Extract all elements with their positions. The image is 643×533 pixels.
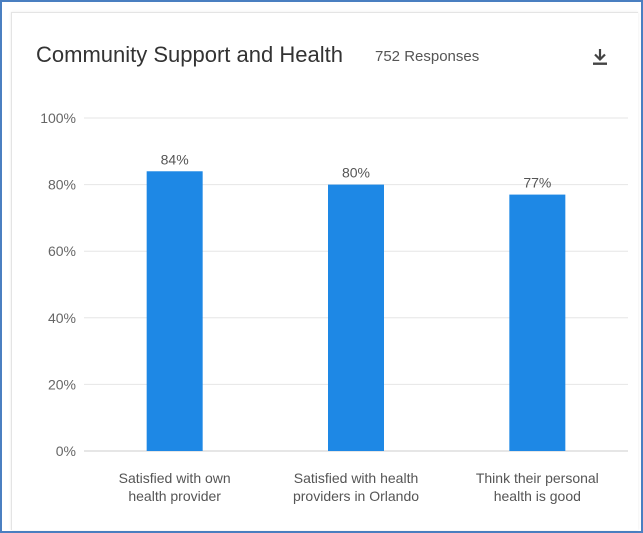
y-tick-label: 20% [48,376,76,392]
y-tick-label: 60% [48,243,76,259]
x-tick-label: Satisfied with own [119,470,231,486]
y-tick-label: 80% [48,177,76,193]
download-icon[interactable] [589,44,611,68]
x-tick-label: Satisfied with health [294,470,419,486]
x-tick-label: health is good [494,488,581,504]
y-tick-label: 0% [56,443,76,459]
data-label: 80% [342,165,370,181]
y-tick-label: 40% [48,310,76,326]
y-tick-label: 100% [40,110,76,126]
bar [509,194,566,451]
response-count: 752 Responses [375,48,480,65]
chart-title: Community Support and Health [36,42,343,67]
x-tick-label: providers in Orlando [293,488,419,504]
x-tick-label: health provider [128,488,221,504]
data-label: 77% [523,175,551,191]
x-tick-label: Think their personal [476,470,599,486]
data-label: 84% [161,151,189,167]
bar [146,171,203,451]
bar [328,184,384,451]
